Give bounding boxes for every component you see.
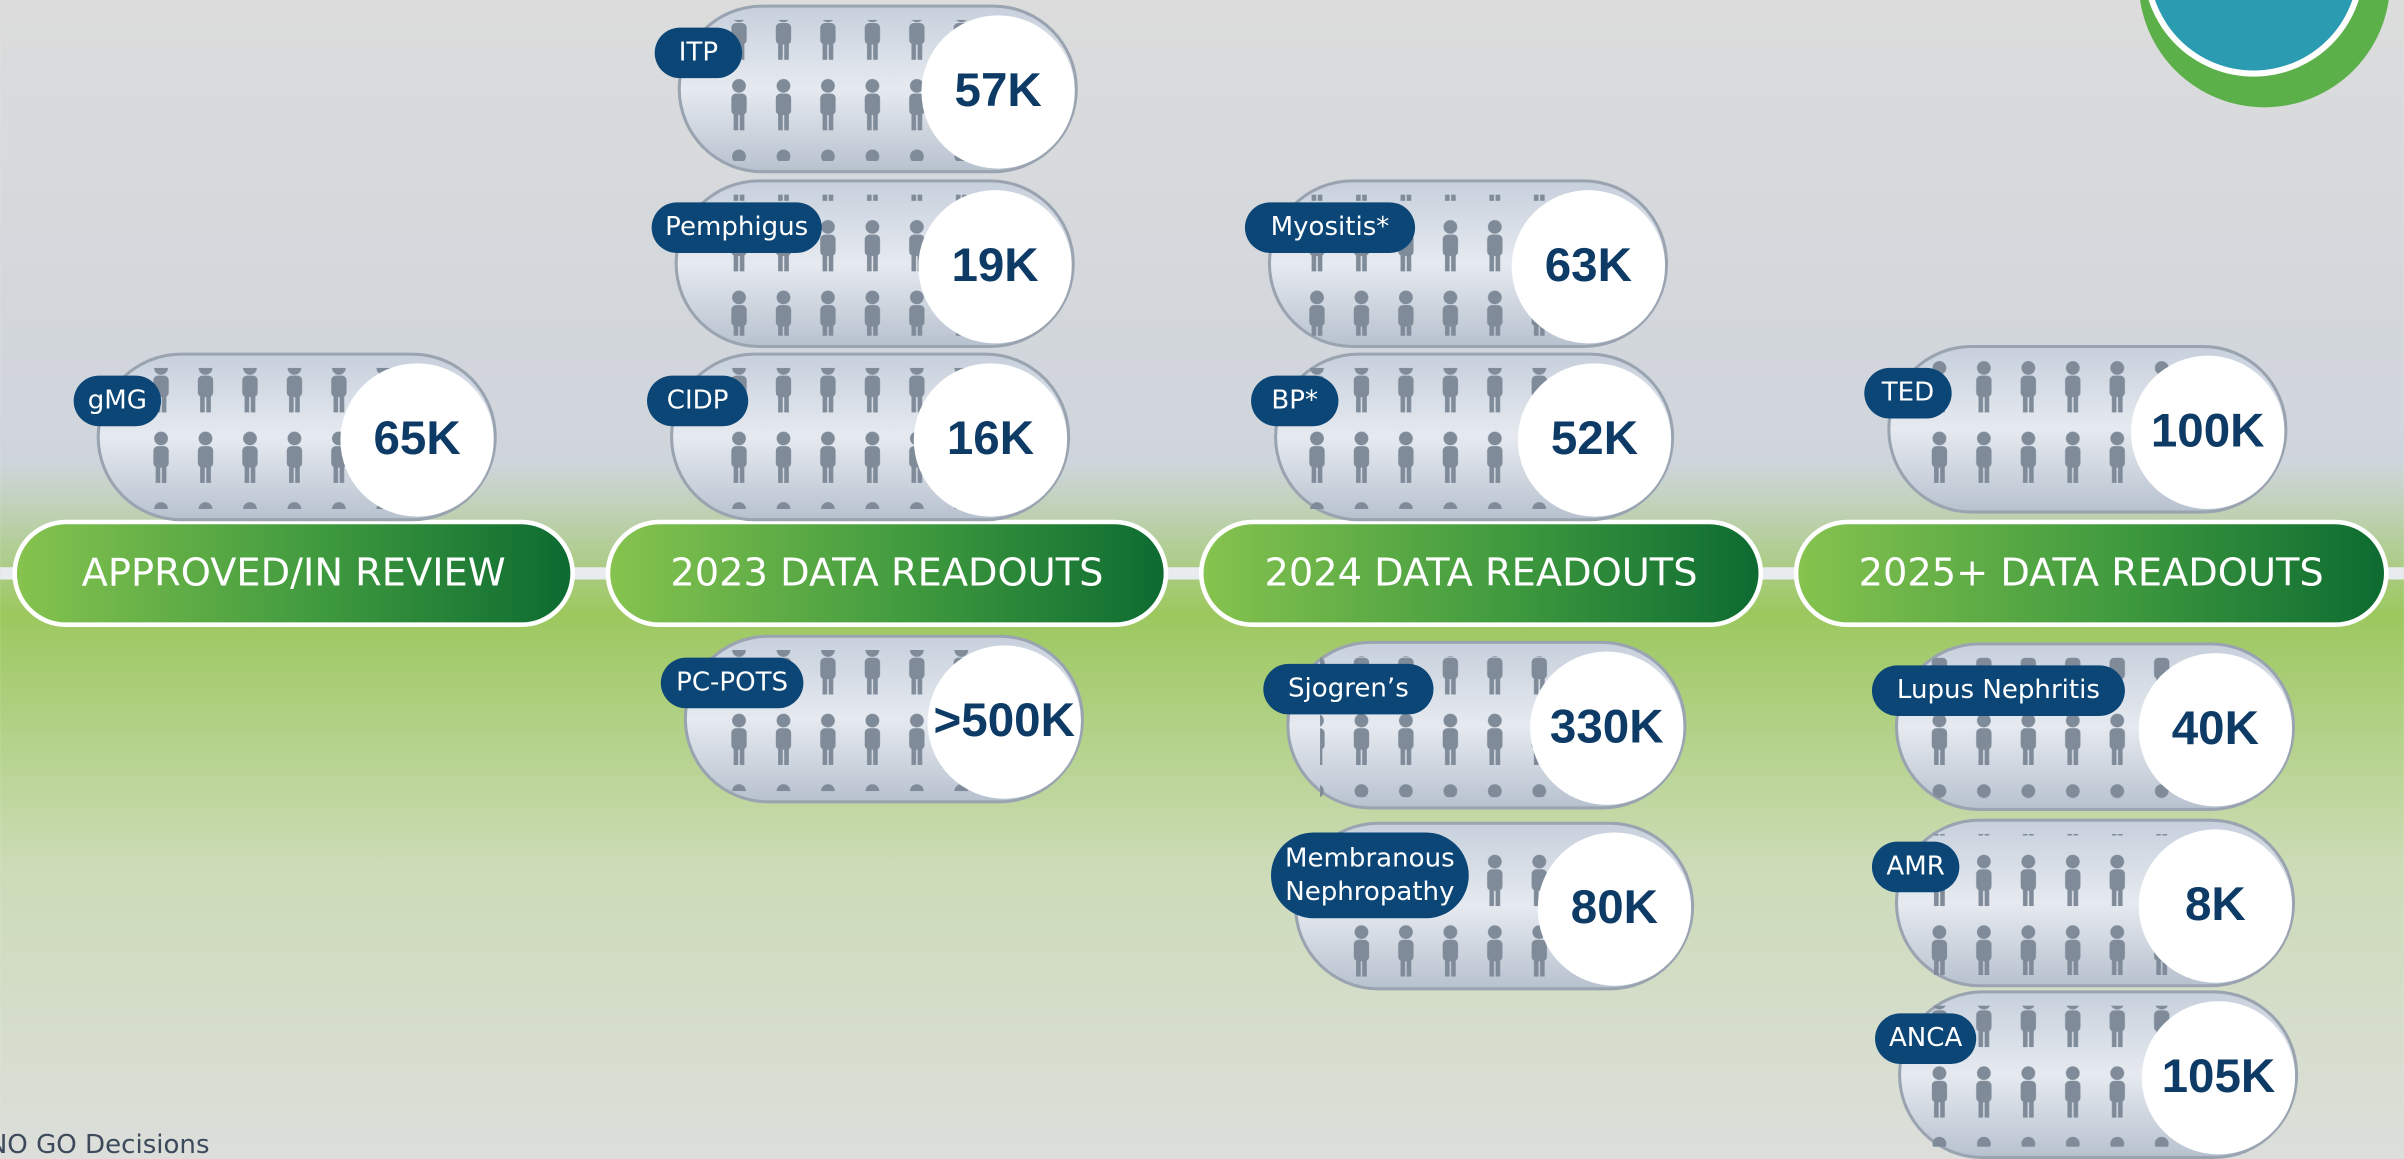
value-circle [913, 363, 1068, 517]
indication: 19K Pemphigus [651, 179, 1075, 349]
stage-label: 2025+ DATA READOUTS [1859, 550, 2324, 595]
value: 52K [1551, 412, 1638, 465]
tag [654, 27, 743, 79]
tag [1875, 1013, 1977, 1064]
indication: 52K BP* [1251, 352, 1675, 522]
value-circle [2138, 829, 2293, 983]
value-circle [1517, 363, 1672, 517]
content: APPROVED/IN REVIEW 65K gMG 2023 DATA READOU… [12, 4, 2389, 1159]
tag-label: Membranous Nephropathy [1285, 843, 1455, 907]
tag [1871, 841, 1960, 893]
tag [1270, 832, 1469, 919]
tag-label: Myositis* [1271, 212, 1390, 242]
stage-bar-fill [16, 524, 571, 623]
stage-bar-fill [1203, 524, 1759, 623]
footer: NO GO Decisions [0, 1130, 210, 1159]
tag-line: Nephropathy [1285, 877, 1454, 907]
tag-label: BP* [1271, 385, 1318, 415]
value: >500K [934, 694, 1075, 747]
stage-label: 2023 DATA READOUTS [670, 550, 1103, 595]
tag [1251, 375, 1339, 427]
indication: 63K Myositis* [1244, 179, 1669, 349]
logo-core [2155, 0, 2353, 71]
indication: 100K TED [1864, 344, 2288, 514]
stage-bar-fill [610, 524, 1164, 623]
value-circle [2141, 1001, 2296, 1155]
indication: 16K CIDP [647, 352, 1071, 522]
tag-label: AMR [1886, 851, 1944, 881]
tag-label: Sjogren’s [1288, 674, 1409, 704]
value: 100K [2151, 404, 2265, 457]
value-circle [1511, 190, 1665, 344]
indication: 8K AMR [1871, 818, 2296, 988]
value-circle [2131, 355, 2285, 509]
tag [1263, 663, 1434, 715]
tag [651, 202, 822, 253]
tag-label: ANCA [1889, 1023, 1962, 1053]
indication: 80K Membranous Nephropathy [1270, 821, 1695, 991]
value-circle [918, 190, 1072, 344]
value: 19K [951, 239, 1038, 292]
indication: >500K PC-POTS [660, 634, 1084, 804]
stage-bar-fill [1798, 524, 2384, 623]
stage-label: APPROVED/IN REVIEW [82, 550, 506, 595]
tag-label: ITP [679, 37, 718, 67]
indication: 65K gMG [73, 352, 497, 522]
tag-label: CIDP [667, 385, 729, 415]
value-circle [2138, 653, 2293, 807]
indication: 40K Lupus Nephritis [1871, 642, 2296, 811]
value: 65K [373, 412, 460, 465]
indication: 105K ANCA [1875, 990, 2299, 1159]
tag [73, 375, 162, 427]
tag-label: TED [1881, 378, 1934, 408]
value: 40K [2172, 702, 2259, 755]
value-circle [927, 645, 1081, 799]
value-circle [1530, 651, 1684, 805]
tag-line: Membranous [1285, 843, 1455, 873]
indication: 57K ITP [654, 4, 1078, 174]
value-circle [340, 363, 494, 517]
tag-label: Pemphigus [665, 212, 808, 242]
value-circle [1537, 832, 1692, 986]
tag [1871, 665, 2125, 716]
stage-label: 2024 DATA READOUTS [1265, 550, 1698, 595]
value: 80K [1571, 881, 1658, 934]
tag [660, 657, 804, 709]
tag-label: PC-POTS [676, 667, 788, 697]
indication: 330K Sjogren’s [1263, 640, 1687, 810]
value: 8K [2185, 878, 2246, 931]
value: 330K [1550, 700, 1664, 753]
tag [647, 375, 749, 427]
tag-label: gMG [88, 385, 147, 415]
value: 63K [1545, 239, 1632, 292]
value: 105K [2162, 1050, 2276, 1103]
value: 16K [947, 412, 1034, 465]
tag [1864, 367, 1952, 419]
value: 57K [955, 64, 1042, 117]
tag-label: Lupus Nephritis [1897, 675, 2100, 705]
tag [1244, 202, 1416, 253]
value-circle [921, 15, 1075, 169]
